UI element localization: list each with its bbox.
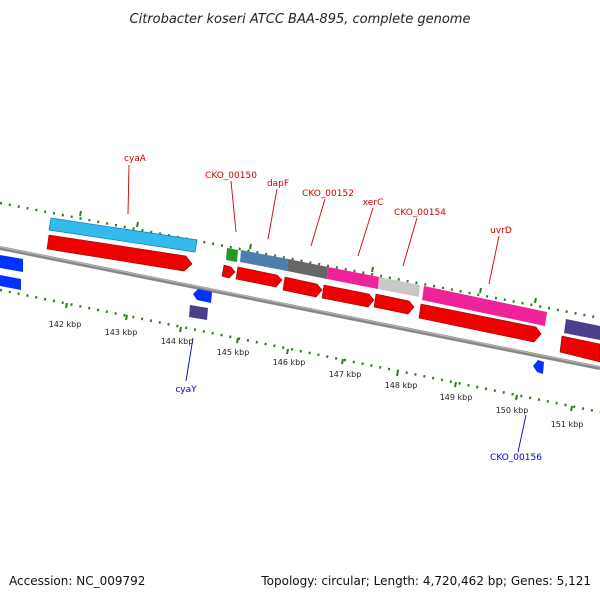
gene-cko152-bar	[287, 259, 328, 279]
gene-cko154-bar	[378, 277, 420, 297]
gene-label-dapF: dapF	[267, 179, 289, 189]
gc-ticks-lower	[65, 302, 573, 412]
gene-uvrD-bar	[422, 286, 547, 326]
kbp-label-142: 142 kbp	[49, 320, 82, 329]
gene-dapF-bar	[240, 250, 288, 271]
gene-label-cyaY: cyaY	[175, 385, 197, 395]
kbp-label-147: 147 kbp	[329, 370, 362, 379]
genome-summary-text: Topology: circular; Length: 4,720,462 bp…	[260, 574, 591, 588]
gene-label-leaders	[127, 164, 527, 453]
gc-track-upper	[0, 201, 600, 320]
gene-next-bar	[564, 319, 600, 340]
rev-gene-left-2	[0, 275, 21, 290]
gene-cyaA-bar	[48, 217, 198, 253]
cds-forward	[46, 234, 600, 363]
rev-gene-cko156-arrow	[533, 360, 544, 374]
gene-label-cyaA: cyaA	[124, 154, 147, 164]
kbp-label-148: 148 kbp	[385, 381, 418, 390]
gene-label-cko154: CKO_00154	[394, 208, 446, 218]
map-title: Citrobacter koseri ATCC BAA-895, complet…	[130, 12, 471, 27]
rev-gene-left-1	[0, 255, 23, 272]
kbp-label-151: 151 kbp	[551, 420, 584, 429]
gene-label-cko152: CKO_00152	[302, 189, 354, 199]
kbp-label-149: 149 kbp	[440, 393, 473, 402]
kbp-label-144: 144 kbp	[161, 337, 194, 346]
gene-label-uvrD: uvrD	[490, 226, 512, 236]
kbp-label-143: 143 kbp	[105, 328, 138, 337]
genome-backbone	[0, 246, 600, 370]
gc-ticks-upper	[79, 210, 537, 304]
rev-gene-cyaY-arrow	[193, 289, 212, 303]
gene-cko150-bar	[226, 248, 238, 262]
kbp-label-150: 150 kbp	[496, 406, 529, 415]
gc-track-lower	[0, 288, 600, 414]
gene-label-cko156: CKO_00156	[490, 453, 542, 463]
gene-label-cko150: CKO_00150	[205, 171, 257, 181]
kbp-label-146: 146 kbp	[273, 358, 306, 367]
gene-label-xerC: xerC	[363, 198, 384, 208]
gene-xerC-bar	[327, 267, 379, 289]
kbp-label-145: 145 kbp	[217, 348, 250, 357]
rev-gene-cyaY-bar	[189, 305, 208, 320]
accession-text: Accession: NC_009792	[9, 574, 145, 588]
